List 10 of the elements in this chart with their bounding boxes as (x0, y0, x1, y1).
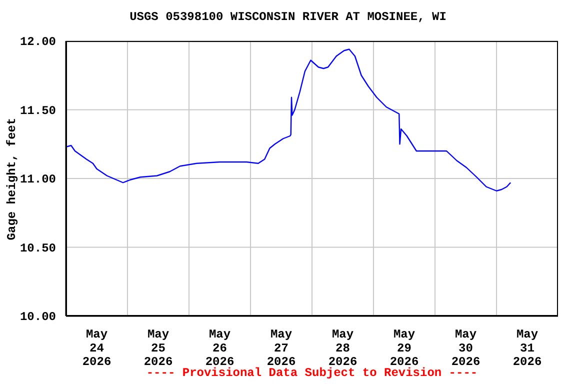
y-tick-label: 10.00 (20, 310, 56, 324)
line-series (66, 48, 512, 192)
y-axis-title: Gage height, feet (5, 117, 20, 240)
chart-title: USGS 05398100 WISCONSIN RIVER AT MOSINEE, WI (128, 10, 448, 24)
y-tick-label: 11.00 (20, 172, 56, 187)
y-tick-label: 11.50 (20, 104, 56, 118)
x-tick-label: May 24 2026 (82, 328, 112, 370)
y-tick-label: 12.00 (20, 35, 56, 50)
y-tick-label: 10.50 (20, 241, 56, 256)
x-tick-label: May 31 2026 (512, 328, 542, 370)
